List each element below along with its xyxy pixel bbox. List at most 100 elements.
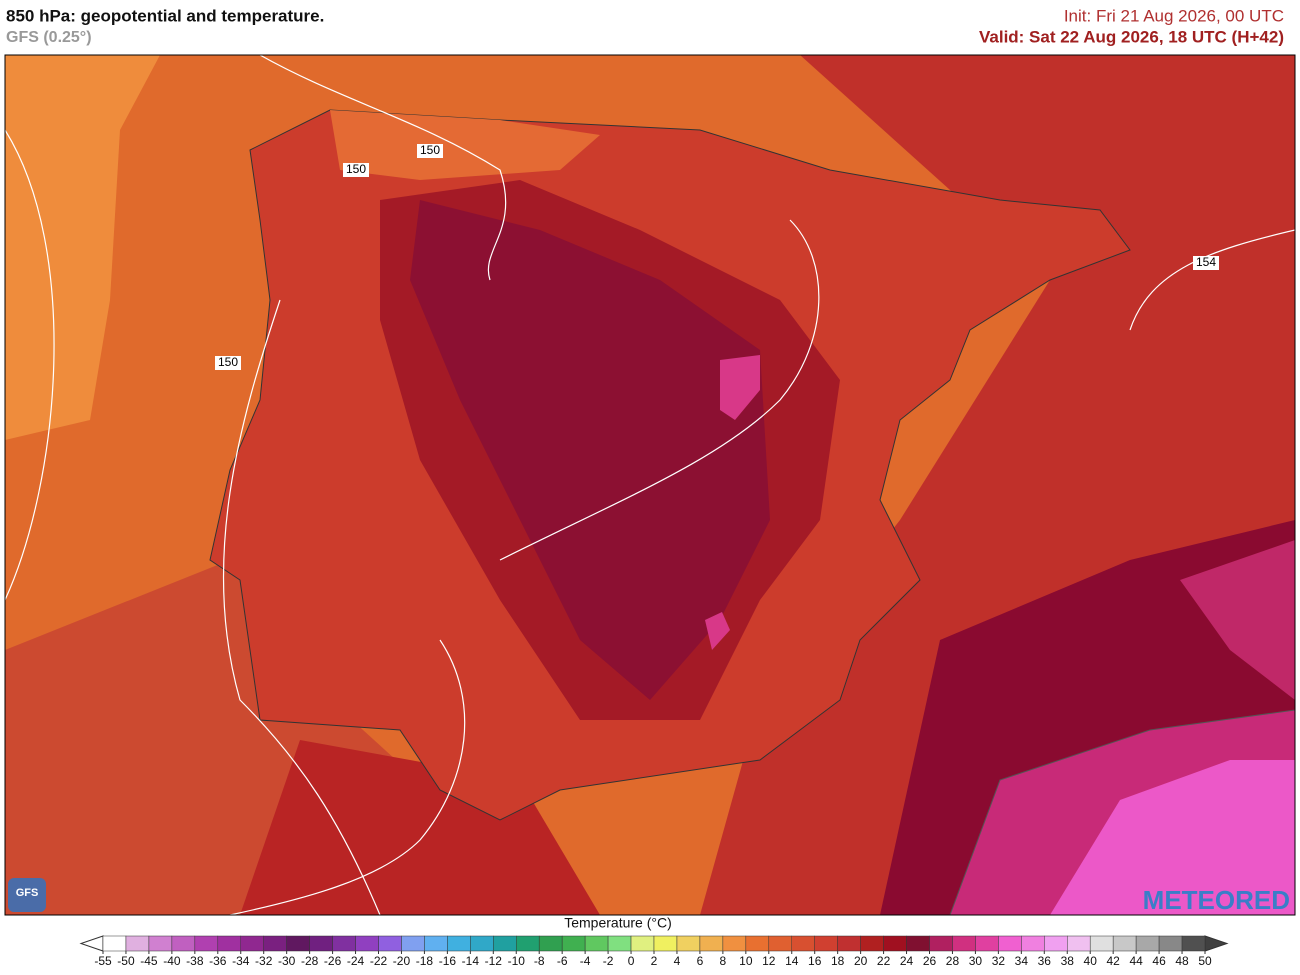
- map-frame: [4, 54, 1296, 916]
- colorbar-swatch: [745, 935, 770, 952]
- colorbar-swatch: [561, 935, 586, 952]
- colorbar-tick-label: -20: [393, 954, 411, 968]
- colorbar-swatch: [860, 935, 884, 952]
- colorbar-tick-label: 28: [946, 954, 960, 968]
- colorbar-tick-label: 0: [628, 954, 635, 968]
- colorbar-tick-label: -45: [140, 954, 158, 968]
- colorbar-tick-label: -12: [485, 954, 503, 968]
- colorbar-tick-label: -38: [186, 954, 204, 968]
- colorbar-arrow: [1204, 935, 1229, 952]
- colorbar-tick-label: -22: [370, 954, 388, 968]
- colorbar-swatch: [1044, 935, 1068, 952]
- colorbar-tick-label: -26: [324, 954, 342, 968]
- subtitle: GFS (0.25°): [6, 29, 92, 46]
- colorbar-swatch: [952, 935, 976, 952]
- colorbar-tick-label: -30: [278, 954, 296, 968]
- colorbar-swatch: [171, 935, 196, 952]
- colorbar-tick-label: 18: [831, 954, 845, 968]
- hot-region: [410, 200, 770, 700]
- colorbar-tick-label: 48: [1175, 954, 1189, 968]
- colorbar-swatch: [263, 935, 287, 952]
- colorbar-swatch: [493, 935, 517, 952]
- colorbar-tick-label: 34: [1015, 954, 1029, 968]
- colorbar-tick-label: 44: [1129, 954, 1143, 968]
- colorbar-swatch: [1181, 935, 1206, 952]
- colorbar-tick-label: -50: [117, 954, 135, 968]
- colorbar-tick-label: -14: [462, 954, 480, 968]
- colorbar-tick-label: 16: [808, 954, 822, 968]
- colorbar-swatch: [1021, 935, 1045, 952]
- colorbar-swatch: [332, 935, 356, 952]
- colorbar-tick-label: 26: [923, 954, 937, 968]
- colorbar-swatch: [837, 935, 861, 952]
- colorbar-swatch: [975, 935, 999, 952]
- colorbar-tick-label: -2: [603, 954, 614, 968]
- colorbar-swatch: [1135, 935, 1160, 952]
- colorbar-swatch: [676, 935, 701, 952]
- colorbar-tick-label: 6: [697, 954, 704, 968]
- colorbar-tick-label: -6: [557, 954, 568, 968]
- contour-label: 154: [1196, 255, 1216, 269]
- contour-label-box: [343, 163, 369, 177]
- colorbar-swatch: [378, 935, 402, 952]
- colorbar-tick-label: 10: [739, 954, 753, 968]
- title: 850 hPa: geopotential and temperature.: [6, 6, 324, 25]
- contour-label-box: [417, 144, 443, 158]
- colorbar-tick-label: -24: [347, 954, 365, 968]
- colorbar-tick-label: 36: [1038, 954, 1052, 968]
- colorbar-tick-label: 8: [720, 954, 727, 968]
- colorbar-tick-label: 4: [674, 954, 681, 968]
- colorbar-tick-label: -32: [255, 954, 273, 968]
- colorbar-swatch: [584, 935, 609, 952]
- colorbar-title: Temperature (°C): [564, 915, 672, 931]
- hot-region: [1050, 760, 1295, 915]
- colorbar-tick-label: -55: [94, 954, 112, 968]
- colorbar-swatch: [814, 935, 838, 952]
- colorbar-tick-label: -16: [439, 954, 457, 968]
- colorbar-swatch: [401, 935, 425, 952]
- colorbar-tick-label: 20: [854, 954, 868, 968]
- contour-label: 150: [346, 162, 366, 176]
- colorbar-tick-label: 14: [785, 954, 799, 968]
- colorbar-swatch: [791, 935, 815, 952]
- colorbar-tick-label: -36: [209, 954, 227, 968]
- colorbar-tick-label: 12: [762, 954, 776, 968]
- contour-label-box: [1193, 256, 1219, 270]
- colorbar-swatch: [424, 935, 448, 952]
- colorbar-swatch: [699, 935, 724, 952]
- colorbar-tick-label: 42: [1106, 954, 1120, 968]
- colorbar-tick-label: -40: [163, 954, 181, 968]
- colorbar-swatch: [516, 935, 540, 952]
- meteored-logo: METEORED: [1143, 885, 1290, 915]
- colorbar-swatch: [906, 935, 930, 952]
- colorbar-swatch: [1112, 935, 1137, 952]
- colorbar-swatch: [538, 935, 563, 952]
- gfs-logo: [8, 878, 46, 912]
- colorbar-tick-label: 38: [1061, 954, 1075, 968]
- colorbar-tick-label: -34: [232, 954, 250, 968]
- warm-region: [330, 110, 600, 180]
- colorbar-swatch: [447, 935, 471, 952]
- colorbar-swatch: [148, 935, 173, 952]
- colorbar-swatch: [998, 935, 1022, 952]
- colorbar-swatch: [240, 935, 264, 952]
- colorbar-arrow: [79, 935, 104, 952]
- colorbar-swatch: [722, 935, 747, 952]
- colorbar-tick-label: 30: [969, 954, 983, 968]
- colorbar-swatch: [102, 935, 127, 952]
- colorbar-tick-label: -10: [508, 954, 526, 968]
- warm-region: [5, 55, 160, 440]
- hot-region: [1180, 540, 1295, 700]
- colorbar-swatch: [1089, 935, 1114, 952]
- colorbar-swatch: [768, 935, 793, 952]
- colorbar-tick-label: -18: [416, 954, 434, 968]
- colorbar-swatch: [929, 935, 953, 952]
- colorbar-tick-label: 32: [992, 954, 1006, 968]
- colorbar-swatch: [286, 935, 310, 952]
- valid-time: Valid: Sat 22 Aug 2026, 18 UTC (H+42): [979, 27, 1284, 46]
- init-time: Init: Fri 21 Aug 2026, 00 UTC: [1064, 6, 1284, 25]
- hot-spot: [705, 612, 730, 650]
- hot-spot: [720, 355, 760, 420]
- gfs-logo-text: GFS: [16, 887, 39, 899]
- colorbar-tick-label: 22: [877, 954, 891, 968]
